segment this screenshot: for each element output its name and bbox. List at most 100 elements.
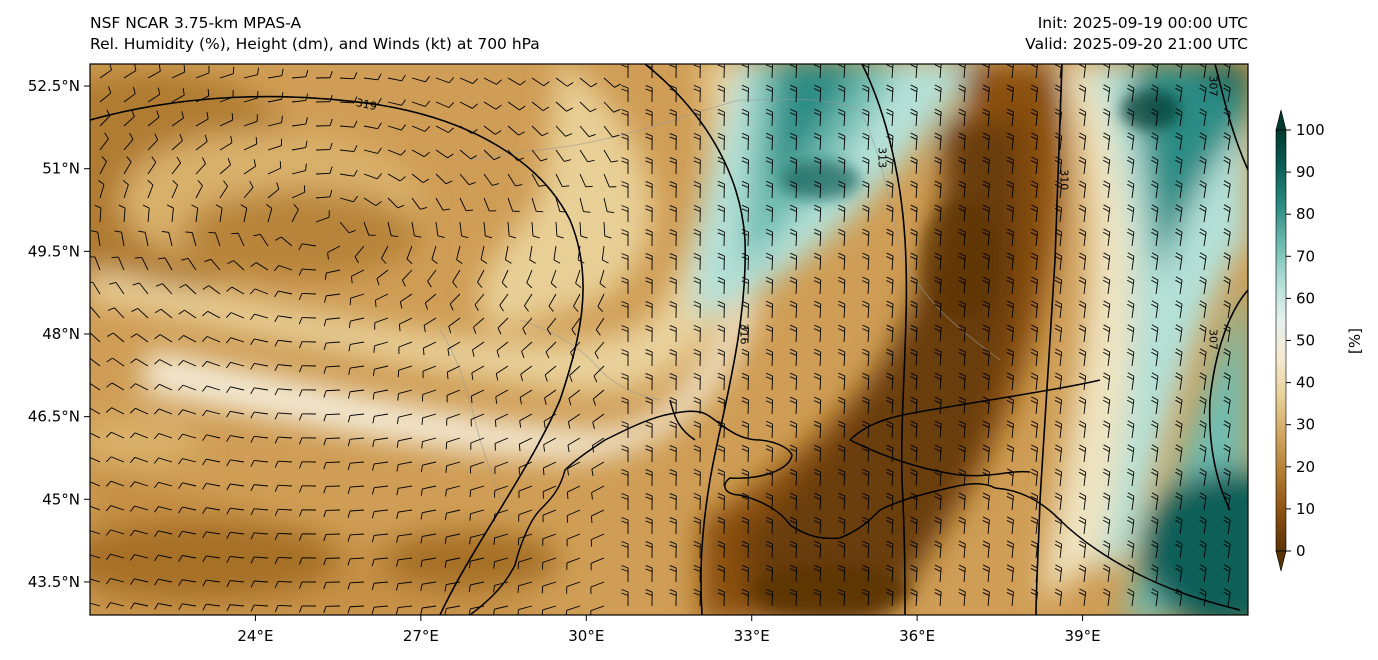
- wind-barb: [934, 372, 942, 391]
- wind-barb: [669, 156, 677, 175]
- coast-west-black-sea: [469, 410, 701, 615]
- wind-barb: [315, 142, 333, 151]
- wind-barb: [958, 64, 966, 79]
- wind-barb: [1223, 228, 1231, 247]
- wind-barb: [339, 169, 358, 177]
- wind-barb: [1175, 180, 1183, 199]
- wind-barb: [195, 157, 206, 175]
- wind-barb: [480, 245, 488, 264]
- wind-barb: [669, 132, 677, 151]
- wind-barb: [1054, 204, 1063, 223]
- contour-label: 307: [1206, 329, 1219, 350]
- wind-barb: [291, 140, 308, 151]
- wind-barb: [147, 179, 154, 199]
- colorbar-tick-label: 20: [1296, 458, 1315, 476]
- wind-barb: [507, 101, 526, 111]
- wind-barb: [669, 300, 677, 319]
- wind-barb: [202, 555, 221, 563]
- wind-barb: [934, 276, 942, 295]
- wind-barb: [592, 389, 605, 406]
- wind-barb: [1223, 396, 1231, 415]
- wind-barb: [446, 365, 461, 380]
- wind-barb: [1006, 108, 1014, 127]
- wind-barb: [566, 557, 581, 570]
- wind-barb: [456, 245, 463, 264]
- wind-barb: [546, 317, 557, 336]
- wind-barb: [477, 269, 485, 288]
- wind-barb: [958, 228, 966, 247]
- wind-barb: [982, 132, 990, 151]
- wind-barb: [1127, 132, 1135, 151]
- contour-labels: 319 316 313 310 307 307: [355, 76, 1220, 350]
- wind-barb: [531, 221, 540, 239]
- wind-barb: [789, 64, 798, 79]
- wind-barb: [1078, 228, 1087, 247]
- wind-barb: [129, 505, 149, 512]
- wind-barb: [371, 509, 389, 519]
- wind-barb: [1102, 156, 1111, 175]
- wind-barb: [1223, 132, 1231, 151]
- wind-barb: [219, 180, 228, 199]
- wind-barb: [1199, 84, 1207, 103]
- wind-barb: [1006, 84, 1014, 103]
- wind-barb: [862, 588, 870, 607]
- wind-barb: [507, 149, 525, 161]
- wind-barb: [299, 509, 317, 517]
- wind-barb: [291, 117, 308, 127]
- wind-barb: [982, 64, 990, 79]
- wind-barb: [363, 173, 383, 180]
- wind-barb: [323, 557, 341, 566]
- wind-barb: [621, 64, 629, 79]
- wind-barb: [298, 341, 317, 349]
- coast-dnieper: [669, 399, 696, 441]
- wind-barb: [1199, 396, 1207, 415]
- wind-barb: [886, 564, 894, 583]
- wind-barb: [1199, 64, 1207, 79]
- wind-barb: [1199, 252, 1207, 271]
- wind-barb: [669, 324, 677, 343]
- wind-barb: [570, 341, 581, 359]
- wind-barb: [645, 421, 653, 439]
- wind-barb: [315, 189, 333, 199]
- wind-barb: [445, 437, 461, 450]
- wind-barb: [130, 333, 149, 343]
- wind-barb: [459, 173, 476, 186]
- contour-label: 313: [876, 147, 889, 168]
- wind-barb: [934, 468, 942, 487]
- wind-barb: [202, 507, 221, 514]
- wind-barb: [1102, 516, 1111, 535]
- wind-barb: [177, 409, 197, 416]
- wind-barb: [134, 256, 149, 271]
- wind-barb: [645, 373, 653, 391]
- wind-barb: [1006, 180, 1014, 199]
- wind-barb: [420, 581, 437, 592]
- wind-barb: [1127, 348, 1135, 367]
- wind-barb: [1127, 540, 1135, 559]
- wind-barb: [1006, 420, 1014, 439]
- wind-barb: [449, 293, 461, 311]
- wind-barb: [106, 382, 125, 391]
- wind-barb: [507, 125, 525, 136]
- wind-barb: [669, 540, 677, 559]
- wind-barb: [813, 516, 822, 535]
- wind-barb: [323, 413, 341, 422]
- wind-barb: [621, 109, 629, 127]
- wind-barb: [741, 372, 749, 391]
- wind-barb: [243, 67, 259, 79]
- wind-barb: [471, 365, 485, 380]
- wind-barb: [1030, 324, 1038, 343]
- wind-barb: [958, 132, 966, 151]
- wind-barb: [250, 460, 269, 467]
- wind-barb: [1030, 228, 1038, 247]
- wind-barb: [934, 252, 942, 271]
- wind-barb: [886, 252, 894, 271]
- wind-barb: [603, 125, 620, 138]
- wind-barb: [1078, 300, 1087, 319]
- wind-barb: [544, 365, 557, 382]
- colorbar-tick-label: 0: [1296, 542, 1306, 560]
- wind-barb: [1151, 108, 1159, 127]
- wind-barb: [420, 557, 437, 568]
- wind-barb: [158, 257, 173, 271]
- wind-barb: [274, 556, 293, 565]
- wind-barb: [406, 245, 413, 265]
